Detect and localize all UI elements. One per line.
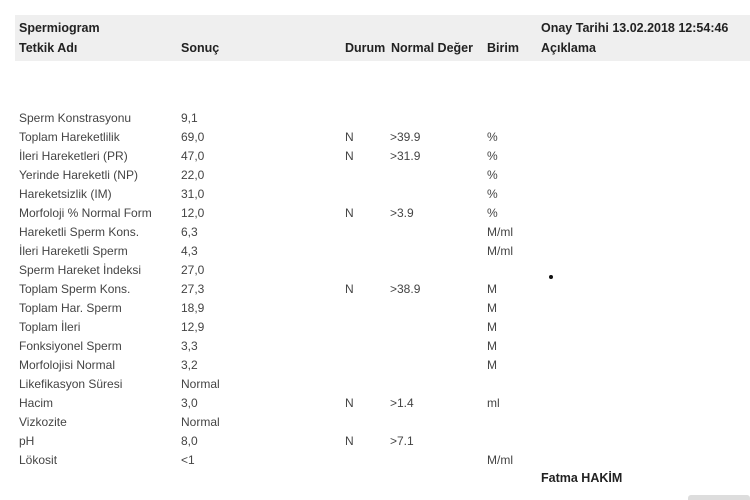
table-row: Lökosit <1 M/ml — [0, 453, 750, 472]
result-value: 12,0 — [181, 206, 205, 220]
result-value: 3,2 — [181, 358, 198, 372]
result-value: 27,0 — [181, 263, 205, 277]
unit: % — [487, 206, 498, 220]
test-name: Lökosit — [19, 453, 58, 467]
normal-range: >1.4 — [390, 396, 414, 410]
table-row: Toplam Sperm Kons. 27,3 N >38.9 M — [0, 282, 750, 301]
table-row: Morfoloji % Normal Form 12,0 N >3.9% — [0, 206, 750, 225]
test-name: İleri Hareketleri (PR) — [19, 149, 128, 163]
result-value: 3,3 — [181, 339, 198, 353]
result-value: 69,0 — [181, 130, 205, 144]
test-name: pH — [19, 434, 35, 448]
result-value: 8,0 — [181, 434, 198, 448]
result-value: Normal — [181, 377, 220, 391]
unit: M/ml — [487, 225, 513, 239]
status: N — [345, 206, 354, 220]
status: N — [345, 149, 354, 163]
table-row: Toplam Har. Sperm 18,9 M — [0, 301, 750, 320]
result-value: 27,3 — [181, 282, 205, 296]
test-name: İleri Hareketli Sperm — [19, 244, 128, 258]
col-header-test: Tetkik Adı — [19, 41, 78, 55]
result-value: <1 — [181, 453, 195, 467]
normal-range: >38.9 — [390, 282, 421, 296]
result-value: 47,0 — [181, 149, 205, 163]
unit: M — [487, 301, 497, 315]
normal-range: >7.1 — [390, 434, 414, 448]
table-row: Toplam İleri 12,9 M — [0, 320, 750, 339]
test-name: Likefikasyon Süresi — [19, 377, 123, 391]
table-row: İleri Hareketli Sperm 4,3 M/ml — [0, 244, 750, 263]
approval-date: Onay Tarihi 13.02.2018 12:54:46 — [541, 21, 729, 35]
normal-range: >3.9 — [390, 206, 414, 220]
corner-element — [688, 495, 750, 500]
header-band — [15, 15, 750, 61]
col-header-unit: Birim — [487, 41, 519, 55]
status: N — [345, 434, 354, 448]
report-title: Spermiogram — [19, 21, 100, 35]
result-value: 4,3 — [181, 244, 198, 258]
result-value: 6,3 — [181, 225, 198, 239]
table-row: Likefikasyon Süresi Normal — [0, 377, 750, 396]
table-row: Hareketli Sperm Kons. 6,3 M/ml — [0, 225, 750, 244]
table-row: pH 8,0 N >7.1 — [0, 434, 750, 453]
result-value: 22,0 — [181, 168, 205, 182]
unit: M/ml — [487, 244, 513, 258]
table-row: Hareketsizlik (IM) 31,0% — [0, 187, 750, 206]
result-value: 12,9 — [181, 320, 205, 334]
test-name: Toplam İleri — [19, 320, 81, 334]
status: N — [345, 282, 354, 296]
unit: % — [487, 130, 498, 144]
test-name: Morfoloji % Normal Form — [19, 206, 152, 220]
unit: % — [487, 149, 498, 163]
table-row: İleri Hareketleri (PR) 47,0 N >31.9% — [0, 149, 750, 168]
col-header-result: Sonuç — [181, 41, 220, 55]
unit: M — [487, 339, 497, 353]
test-name: Sperm Konstrasyonu — [19, 111, 132, 125]
normal-range: >39.9 — [390, 130, 421, 144]
bullet-mark — [549, 275, 553, 279]
col-header-status: Durum — [345, 41, 386, 55]
test-name: Vizkozite — [19, 415, 67, 429]
test-name: Sperm Hareket İndeksi — [19, 263, 142, 277]
table-row: Hacim 3,0 N >1.4 ml — [0, 396, 750, 415]
test-name: Toplam Hareketlilik — [19, 130, 120, 144]
status: N — [345, 130, 354, 144]
result-value: Normal — [181, 415, 220, 429]
table-row: Morfolojisi Normal 3,2 M — [0, 358, 750, 377]
table-row: Toplam Hareketlilik 69,0 N >39.9% — [0, 130, 750, 149]
table-row: Fonksiyonel Sperm 3,3 M — [0, 339, 750, 358]
test-name: Toplam Har. Sperm — [19, 301, 122, 315]
unit: M — [487, 320, 497, 334]
unit: M — [487, 358, 497, 372]
unit: % — [487, 187, 498, 201]
table-row: Sperm Hareket İndeksi 27,0 — [0, 263, 750, 282]
result-value: 18,9 — [181, 301, 205, 315]
test-name: Yerinde Hareketli (NP) — [19, 168, 138, 182]
unit: % — [487, 168, 498, 182]
test-name: Fonksiyonel Sperm — [19, 339, 122, 353]
unit: M/ml — [487, 453, 513, 467]
col-header-description: Açıklama — [541, 41, 596, 55]
unit: ml — [487, 396, 500, 410]
signature: Fatma HAKİM — [541, 471, 623, 485]
test-name: Toplam Sperm Kons. — [19, 282, 131, 296]
test-name: Hacim — [19, 396, 54, 410]
status: N — [345, 396, 354, 410]
test-name: Hareketsizlik (IM) — [19, 187, 112, 201]
table-row: Sperm Konstrasyonu 9,1 — [0, 111, 750, 130]
table-row: Vizkozite Normal — [0, 415, 750, 434]
result-value: 3,0 — [181, 396, 198, 410]
result-value: 9,1 — [181, 111, 198, 125]
test-name: Hareketli Sperm Kons. — [19, 225, 140, 239]
test-name: Morfolojisi Normal — [19, 358, 116, 372]
normal-range: >31.9 — [390, 149, 421, 163]
result-value: 31,0 — [181, 187, 205, 201]
col-header-normal: Normal Değer — [391, 41, 473, 55]
unit: M — [487, 282, 497, 296]
table-row: Yerinde Hareketli (NP) 22,0% — [0, 168, 750, 187]
